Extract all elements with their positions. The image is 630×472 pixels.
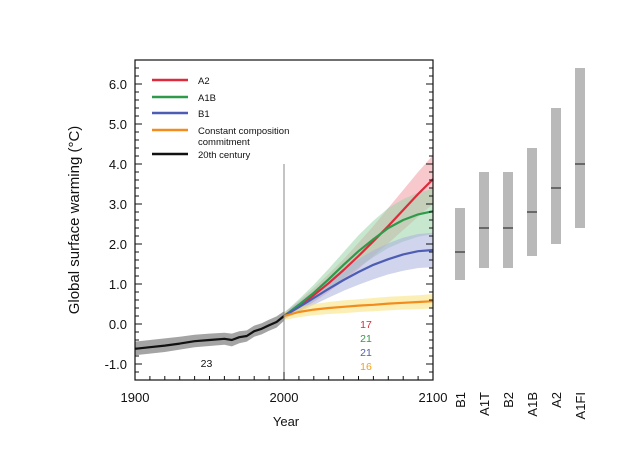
range-bar-label: A1B (525, 392, 540, 417)
range-bar-label: A1T (477, 392, 492, 416)
legend-label-line: commitment (198, 137, 250, 148)
legend-label-line: A1B (198, 93, 216, 104)
range-bar-A2 (551, 108, 561, 244)
x-tick-label: 1900 (121, 390, 150, 405)
legend-label: 20th century (198, 150, 251, 161)
range-bar-B1 (455, 208, 465, 280)
legend: A2 A1B B1 Constant composition commitment 20t… (152, 76, 289, 161)
model-counts: 17 21 21 16 23 (201, 319, 372, 373)
y-axis-label: Global surface warming (°C) (66, 126, 83, 315)
legend-label: A1B (198, 93, 216, 104)
x-axis-label: Year (273, 414, 300, 429)
legend-label-line: A2 (198, 76, 210, 87)
range-bar-label: A2 (549, 392, 564, 408)
plot-axes: -1.0 0.0 1.0 2.0 3.0 4.0 5.0 6.0 1900 2000 2100 (105, 59, 448, 405)
line-series-3 (283, 248, 434, 317)
range-bar-B2 (503, 172, 513, 268)
x-tick-label: 2000 (270, 390, 299, 405)
y-tick-label: -1.0 (105, 357, 127, 372)
model-count-label: 21 (360, 347, 372, 359)
legend-label: A2 (198, 76, 210, 87)
line-series-4 (283, 300, 434, 318)
band-series-0 (135, 311, 284, 356)
legend-label: B1 (198, 109, 210, 120)
range-bar-A1T (479, 172, 489, 268)
y-tick-label: 6.0 (109, 77, 127, 92)
y-tick-label: 1.0 (109, 277, 127, 292)
line-series-0 (134, 315, 285, 350)
legend-label: Constant composition commitment (198, 126, 289, 148)
x-tick-label: 2100 (419, 390, 448, 405)
y-tick-label: 2.0 (109, 237, 127, 252)
range-bar-label: B1 (453, 392, 468, 408)
legend-label-line: B1 (198, 109, 210, 120)
y-tick-label: 3.0 (109, 197, 127, 212)
y-tick-label: 0.0 (109, 317, 127, 332)
model-count-label: 16 (360, 361, 372, 373)
range-bar-label: A1FI (573, 392, 588, 419)
line-series-1 (283, 178, 434, 317)
y-tick-label: 5.0 (109, 117, 127, 132)
band-series-4 (284, 294, 433, 320)
model-count-label: 21 (360, 333, 372, 345)
range-bar-A1FI (575, 68, 585, 228)
band-series-3 (284, 232, 433, 320)
y-tick-label: 4.0 (109, 157, 127, 172)
legend-label-line: 20th century (198, 150, 251, 161)
model-count-20th-century: 23 (201, 358, 213, 370)
line-series-2 (283, 210, 434, 317)
series-lines (134, 178, 434, 350)
model-count-label: 17 (360, 319, 372, 331)
range-bar-A1B (527, 148, 537, 256)
range-bar-label: B2 (501, 392, 516, 408)
legend-label-line: Constant composition (198, 126, 289, 137)
scenario-range-bars: B1 A1T B2 A1B A2 A1FI (453, 68, 588, 419)
